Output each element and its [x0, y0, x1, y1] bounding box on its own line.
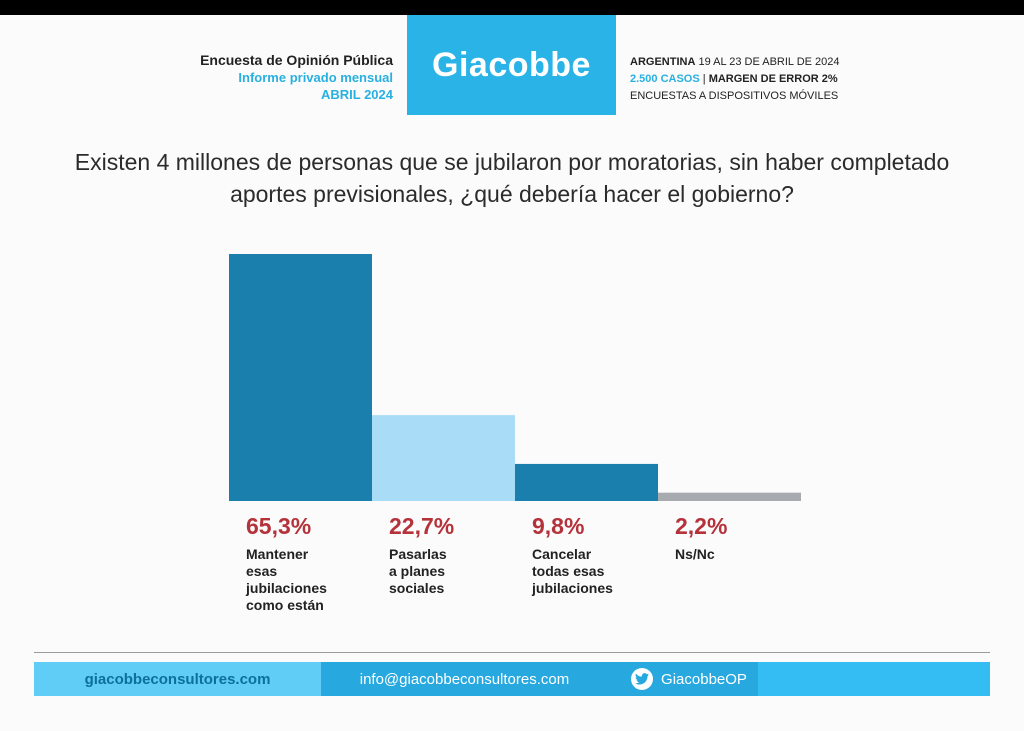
- survey-margin: MARGEN DE ERROR 2%: [708, 73, 838, 85]
- survey-title: Encuesta de Opinión Pública: [200, 52, 393, 68]
- footer-divider: [34, 652, 990, 653]
- survey-dates-line: ARGENTINA 19 AL 23 DE ABRIL DE 2024: [630, 54, 840, 71]
- email-link[interactable]: info@giacobbeconsultores.com: [321, 662, 608, 696]
- survey-method: ENCUESTAS A DISPOSITIVOS MÓVILES: [630, 90, 839, 102]
- bar-3: [515, 463, 658, 501]
- value-label-2: 22,7%: [389, 513, 455, 539]
- twitter-bird-icon: [631, 668, 654, 690]
- separator: |: [699, 73, 709, 85]
- survey-info-left: Encuesta de Opinión Pública Informe priv…: [200, 52, 393, 103]
- survey-sample-line: 2.500 CASOS | MARGEN DE ERROR 2%: [630, 71, 840, 88]
- survey-dates: 19 AL 23 DE ABRIL DE 2024: [695, 56, 840, 68]
- chart-question: Existen 4 millones de personas que se ju…: [74, 149, 950, 207]
- category-label-4: Ns/Nc: [675, 546, 715, 562]
- category-label-3: Cancelar todas esas jubilaciones: [532, 546, 613, 596]
- category-label-1: Mantener esas jubilaciones como están: [246, 546, 327, 613]
- survey-month: ABRIL 2024: [320, 87, 393, 102]
- value-label-1: 65,3%: [246, 513, 312, 539]
- value-label-4: 2,2%: [675, 513, 728, 539]
- twitter-handle: GiacobbeOP: [661, 670, 747, 688]
- survey-info-right: ARGENTINA 19 AL 23 DE ABRIL DE 2024 2.50…: [630, 54, 840, 105]
- website-link[interactable]: giacobbeconsultores.com: [34, 662, 321, 696]
- survey-country: ARGENTINA: [630, 56, 696, 68]
- footer-bar: giacobbeconsultores.com info@giacobbecon…: [34, 662, 990, 696]
- category-label-2: Pasarlas a planes sociales: [389, 546, 447, 596]
- survey-subtitle: Informe privado mensual: [238, 70, 393, 85]
- bar-2: [372, 415, 515, 501]
- value-label-3: 9,8%: [532, 513, 585, 539]
- top-black-bar: [0, 0, 1024, 15]
- survey-cases: 2.500 CASOS: [630, 73, 700, 85]
- bar-4: [658, 492, 801, 501]
- giacobbe-logo: Giacobbe: [407, 15, 616, 115]
- twitter-link[interactable]: GiacobbeOP: [608, 662, 758, 696]
- bar-1: [229, 254, 372, 501]
